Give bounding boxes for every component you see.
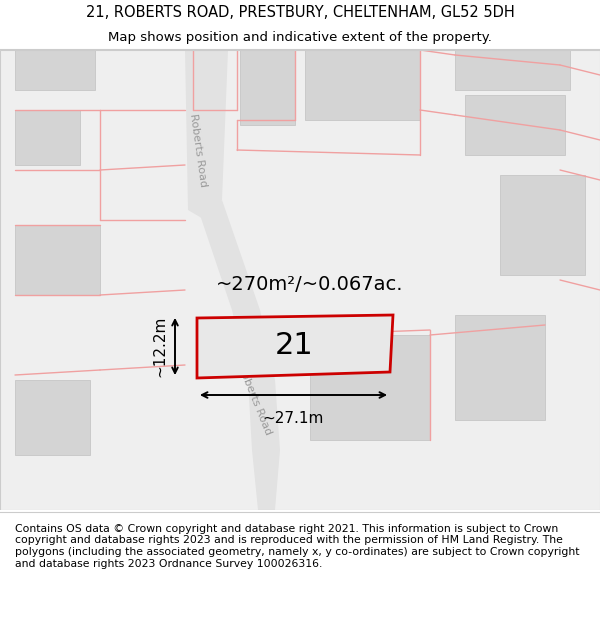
Text: Roberts Road: Roberts Road: [188, 112, 208, 188]
Text: ~12.2m: ~12.2m: [152, 316, 167, 377]
Polygon shape: [310, 335, 430, 440]
Polygon shape: [15, 110, 80, 165]
Polygon shape: [240, 50, 295, 125]
Polygon shape: [185, 50, 228, 220]
Text: ~270m²/~0.067ac.: ~270m²/~0.067ac.: [216, 276, 404, 294]
Polygon shape: [15, 225, 100, 295]
Polygon shape: [15, 380, 90, 455]
Polygon shape: [305, 50, 420, 120]
Polygon shape: [15, 50, 95, 90]
Polygon shape: [465, 95, 565, 155]
Polygon shape: [197, 315, 393, 378]
Text: Roberts Road: Roberts Road: [236, 364, 274, 436]
Polygon shape: [200, 200, 280, 510]
Polygon shape: [455, 315, 545, 420]
Text: 21: 21: [275, 331, 314, 360]
Polygon shape: [455, 50, 570, 90]
Text: Map shows position and indicative extent of the property.: Map shows position and indicative extent…: [108, 31, 492, 44]
Text: 21, ROBERTS ROAD, PRESTBURY, CHELTENHAM, GL52 5DH: 21, ROBERTS ROAD, PRESTBURY, CHELTENHAM,…: [86, 5, 514, 20]
Text: Contains OS data © Crown copyright and database right 2021. This information is : Contains OS data © Crown copyright and d…: [15, 524, 580, 569]
Text: ~27.1m: ~27.1m: [263, 411, 324, 426]
Polygon shape: [500, 175, 585, 275]
